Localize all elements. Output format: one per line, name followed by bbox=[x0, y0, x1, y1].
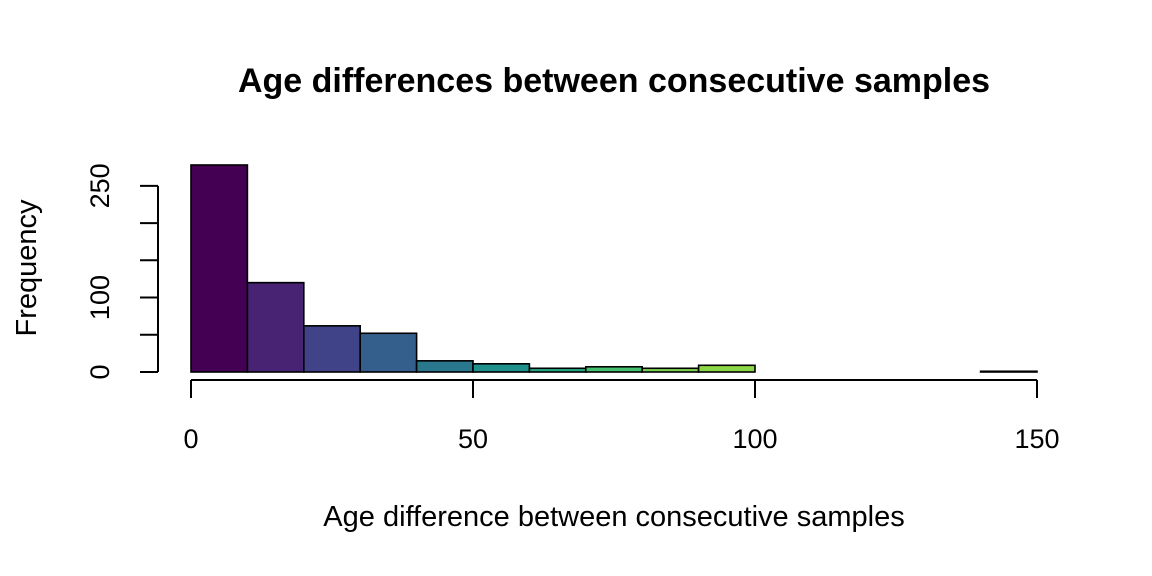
x-tick-label-150: 150 bbox=[1014, 424, 1059, 454]
histogram-bar-30-40 bbox=[359, 332, 418, 373]
x-tick-label-0: 0 bbox=[183, 424, 198, 454]
histogram-bar-80-90 bbox=[641, 367, 700, 373]
y-axis: 0 100 250 bbox=[85, 163, 159, 380]
y-tick-label-100: 100 bbox=[85, 275, 115, 320]
histogram-bar-50-60 bbox=[472, 363, 531, 373]
x-axis-label: Age difference between consecutive sampl… bbox=[323, 501, 904, 533]
histogram-bar-90-100 bbox=[697, 364, 756, 373]
y-axis-label: Frequency bbox=[11, 199, 43, 337]
x-tick-label-100: 100 bbox=[732, 424, 777, 454]
bars-group bbox=[190, 164, 1038, 373]
x-axis: 0 50 100 150 bbox=[183, 379, 1060, 454]
histogram-bar-40-50 bbox=[415, 360, 474, 373]
histogram-bar-140-150 bbox=[979, 370, 1038, 373]
histogram-bar-60-70 bbox=[528, 367, 587, 373]
x-tick-label-50: 50 bbox=[458, 424, 488, 454]
histogram-bar-10-20 bbox=[246, 281, 305, 373]
y-tick-label-0: 0 bbox=[85, 364, 115, 379]
histogram-bar-20-30 bbox=[302, 325, 361, 373]
histogram-bar-70-80 bbox=[584, 365, 643, 373]
y-tick-label-250: 250 bbox=[85, 163, 115, 208]
histogram-bar-0-10 bbox=[190, 164, 249, 373]
chart-title: Age differences between consecutive samp… bbox=[238, 62, 990, 100]
